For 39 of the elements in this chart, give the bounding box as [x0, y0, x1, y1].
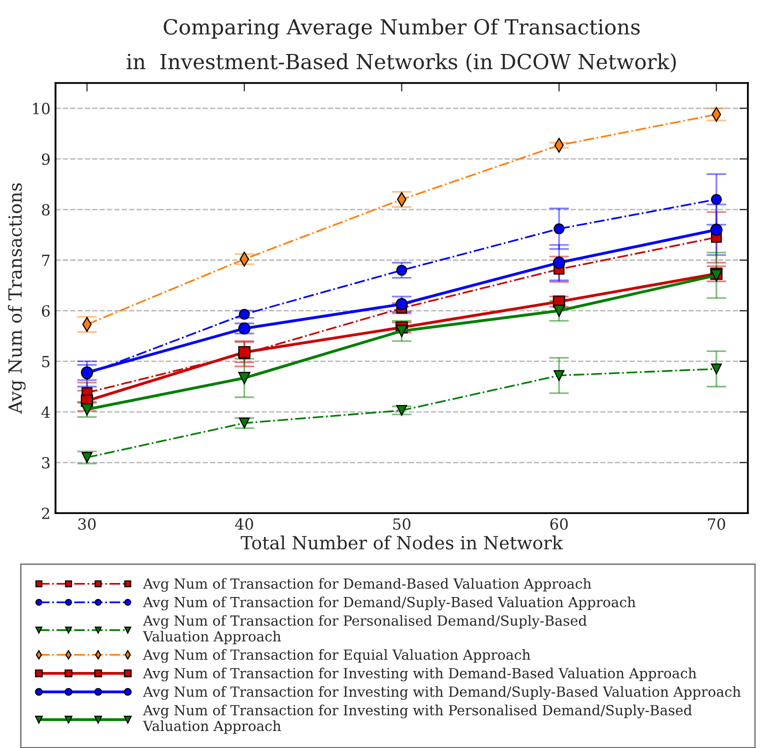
point — [396, 404, 408, 416]
y-tick-label: 3 — [42, 456, 50, 469]
point — [238, 372, 250, 384]
legend-label: Avg Num of Transaction for Demand/Suply-Based Valuation Approach — [142, 596, 636, 610]
point — [552, 256, 566, 269]
x-tick-label: 40 — [235, 518, 254, 530]
y-tick-label: 7 — [42, 254, 50, 266]
point — [238, 308, 250, 320]
legend-label: Avg Num of Transaction for Investing with Demand-Based Valuation Approach — [142, 668, 696, 682]
x-axis-title: Total Number of Nodes in Network — [240, 536, 563, 550]
point — [396, 264, 408, 276]
legend-label: Avg Num of Transaction for Equial Valuation Approach — [142, 649, 530, 663]
x-tick-label: 60 — [550, 518, 568, 530]
point — [554, 370, 564, 381]
y-tick-label: 6 — [42, 305, 50, 317]
y-tick-label: 4 — [41, 406, 50, 418]
chart-title: Comparing Average Number Of Transactions in Investment-Based Networks (in DCOW Network) — [126, 18, 676, 72]
legend-label: Avg Num of Transaction for Investing with Demand/Suply-Based Valuation Approach — [142, 686, 741, 700]
legend-label: Avg Num of Transaction for Investing with Personalised Demand/Suply-Based Valuation Approach — [142, 704, 692, 734]
point — [710, 364, 722, 374]
legend-label: Avg Num of Transaction for Demand-Based Valuation Approach — [142, 578, 592, 592]
y-tick-label: 9 — [42, 153, 50, 165]
point — [552, 304, 566, 317]
y-tick-label: 5 — [42, 356, 50, 368]
legend-label: Avg Num of Transaction for Personalised Demand/Suply-Based Valuation Approach — [142, 615, 587, 644]
point — [80, 403, 94, 416]
point — [238, 418, 250, 428]
point — [710, 224, 723, 236]
y-tick-label: 8 — [42, 204, 50, 216]
y-tick-label: 10 — [33, 102, 50, 114]
point — [82, 452, 92, 463]
point — [710, 194, 722, 205]
y-axis-title: Avg Num of Transactions — [8, 183, 26, 414]
x-tick-label: 50 — [393, 518, 410, 530]
y-tick-label: 2 — [42, 508, 50, 519]
point — [238, 322, 250, 335]
x-tick-label: 70 — [708, 518, 726, 530]
point — [554, 223, 564, 234]
x-tick-label: 30 — [78, 518, 96, 530]
